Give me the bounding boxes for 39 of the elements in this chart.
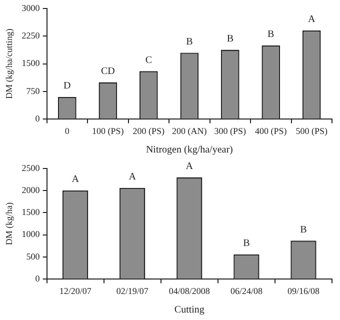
y-tick-label: 1000 (22, 229, 40, 240)
y-tick-label: 1500 (22, 207, 40, 218)
annotation: CD (100, 66, 115, 77)
x-axis-title: Nitrogen (kg/ha/year) (146, 144, 233, 156)
annotation: A (72, 174, 80, 186)
y-tick-label: 3000 (22, 2, 40, 13)
annotation: A (308, 14, 316, 26)
x-axis-title: Cutting (174, 304, 204, 316)
x-tick-label: 300 (PS) (214, 126, 246, 136)
annotation: A (186, 160, 194, 172)
annotation: B (300, 224, 308, 236)
y-tick-label: 500 (26, 251, 40, 262)
x-tick-label: 0 (64, 126, 70, 136)
y-axis-title: DM (kg/ha) (4, 202, 14, 246)
y-tick-label: 0 (35, 114, 40, 124)
y-tick-label: 1500 (22, 58, 40, 68)
x-tick-label: 12/20/07 (59, 286, 92, 296)
y-tick-label: 2250 (22, 30, 40, 40)
x-tick-label: 09/16/08 (287, 286, 320, 296)
x-tick-label: 04/08/2008 (168, 286, 210, 296)
y-tick-label: 750 (26, 86, 40, 96)
annotation: B (226, 33, 234, 44)
annotation: B (243, 238, 250, 250)
annotation: C (145, 54, 152, 66)
x-tick-label: 500 (PS) (296, 126, 328, 136)
annotation: D (64, 80, 71, 92)
y-tick-label: 0 (35, 274, 40, 284)
annotation: B (268, 28, 275, 40)
y-axis-title: DM (kg/ha/cutting) (4, 28, 14, 99)
x-tick-label: 200 (PS) (132, 126, 165, 136)
x-tick-label: 100 (PS) (92, 126, 124, 136)
y-tick-label: 2000 (22, 184, 40, 195)
annotation: B (186, 36, 194, 48)
x-tick-label: 200 (AN) (172, 126, 207, 136)
x-tick-label: 400 (PS) (255, 126, 287, 136)
y-tick-label: 2500 (22, 162, 40, 173)
x-tick-label: 02/19/07 (116, 286, 149, 296)
annotation: A (128, 172, 137, 183)
x-tick-label: 06/24/08 (230, 286, 263, 296)
